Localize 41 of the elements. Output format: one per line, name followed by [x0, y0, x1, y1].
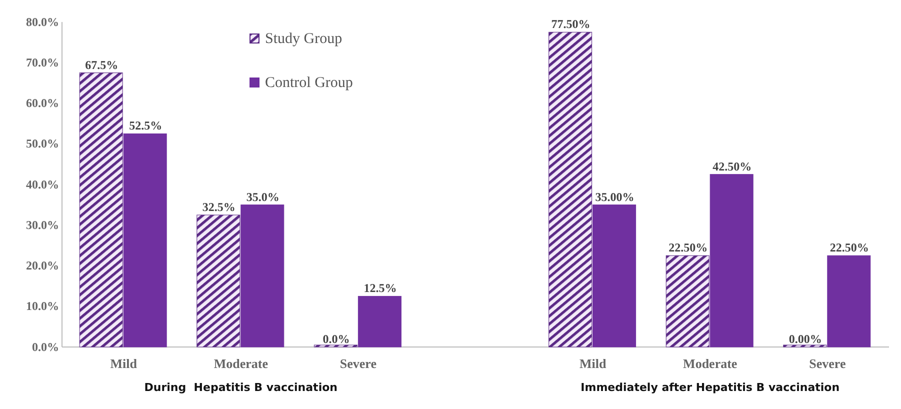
data-label: 32.5%: [202, 200, 236, 214]
data-label: 77.50%: [551, 17, 590, 32]
data-label: 42.50%: [712, 159, 752, 174]
y-tick-label: 20.0%: [26, 258, 59, 273]
text: During Hepatitis B vaccination: [144, 381, 338, 394]
x-tick-label: Mild: [579, 356, 607, 372]
data-label: 22.50%: [830, 240, 869, 255]
x-tick-label: Moderate: [683, 356, 738, 372]
legend-label: Control Group: [265, 75, 353, 91]
y-tick-label: 0.0%: [32, 340, 59, 354]
y-tick-label: 70.0%: [26, 55, 59, 70]
x-tick-label: Moderate: [214, 356, 268, 372]
text: Immediately after Hepatitis B vaccination: [580, 381, 840, 394]
bar: [240, 204, 284, 348]
y-tick-label: 40.0%: [26, 177, 59, 192]
bar: [666, 255, 710, 348]
bar: [123, 133, 167, 348]
data-label: 52.5%: [129, 118, 162, 133]
y-tick-label: 80.0%: [26, 14, 59, 29]
x-tick-label: Mild: [110, 356, 138, 372]
data-label: 22.50%: [668, 240, 708, 255]
bar: [710, 174, 754, 348]
bar: [79, 72, 123, 348]
y-tick-label: 50.0%: [26, 136, 59, 151]
x-tick-label: Severe: [340, 356, 377, 372]
data-label: 35.00%: [595, 190, 634, 204]
legend-label: Study Group: [265, 31, 342, 47]
bar: [196, 214, 240, 348]
data-label: 0.00%: [788, 332, 822, 346]
data-label: 12.5%: [364, 281, 397, 296]
x-tick-label: Severe: [809, 356, 846, 372]
bar: [827, 255, 871, 348]
bar: [592, 204, 636, 348]
y-tick-label: 10.0%: [26, 299, 59, 314]
data-label: 67.5%: [85, 58, 118, 72]
y-tick-label: 60.0%: [26, 96, 59, 110]
data-label: 35.0%: [246, 190, 280, 204]
bar: [548, 32, 592, 348]
y-tick-label: 30.0%: [26, 218, 59, 232]
data-label: 0.0%: [322, 332, 350, 346]
bar: [358, 296, 402, 348]
